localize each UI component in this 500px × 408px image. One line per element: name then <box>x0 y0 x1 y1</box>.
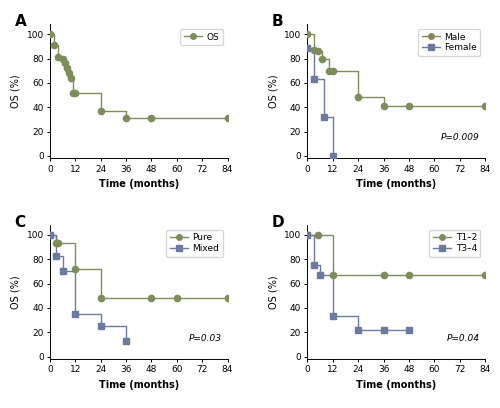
X-axis label: Time (months): Time (months) <box>356 179 436 189</box>
Text: D: D <box>272 215 284 230</box>
X-axis label: Time (months): Time (months) <box>98 179 179 189</box>
Legend: Male, Female: Male, Female <box>418 29 480 56</box>
Y-axis label: OS (%): OS (%) <box>11 75 21 108</box>
Text: P=0.009: P=0.009 <box>441 133 480 142</box>
Text: B: B <box>272 14 283 29</box>
X-axis label: Time (months): Time (months) <box>356 380 436 390</box>
Text: C: C <box>14 215 26 230</box>
Text: P=0.03: P=0.03 <box>189 334 222 343</box>
Y-axis label: OS (%): OS (%) <box>268 275 278 309</box>
Legend: OS: OS <box>180 29 223 45</box>
X-axis label: Time (months): Time (months) <box>98 380 179 390</box>
Legend: T1–2, T3–4: T1–2, T3–4 <box>430 230 480 257</box>
Y-axis label: OS (%): OS (%) <box>11 275 21 309</box>
Y-axis label: OS (%): OS (%) <box>268 75 278 108</box>
Legend: Pure, Mixed: Pure, Mixed <box>166 230 223 257</box>
Text: P=0.04: P=0.04 <box>446 334 480 343</box>
Text: A: A <box>14 14 26 29</box>
